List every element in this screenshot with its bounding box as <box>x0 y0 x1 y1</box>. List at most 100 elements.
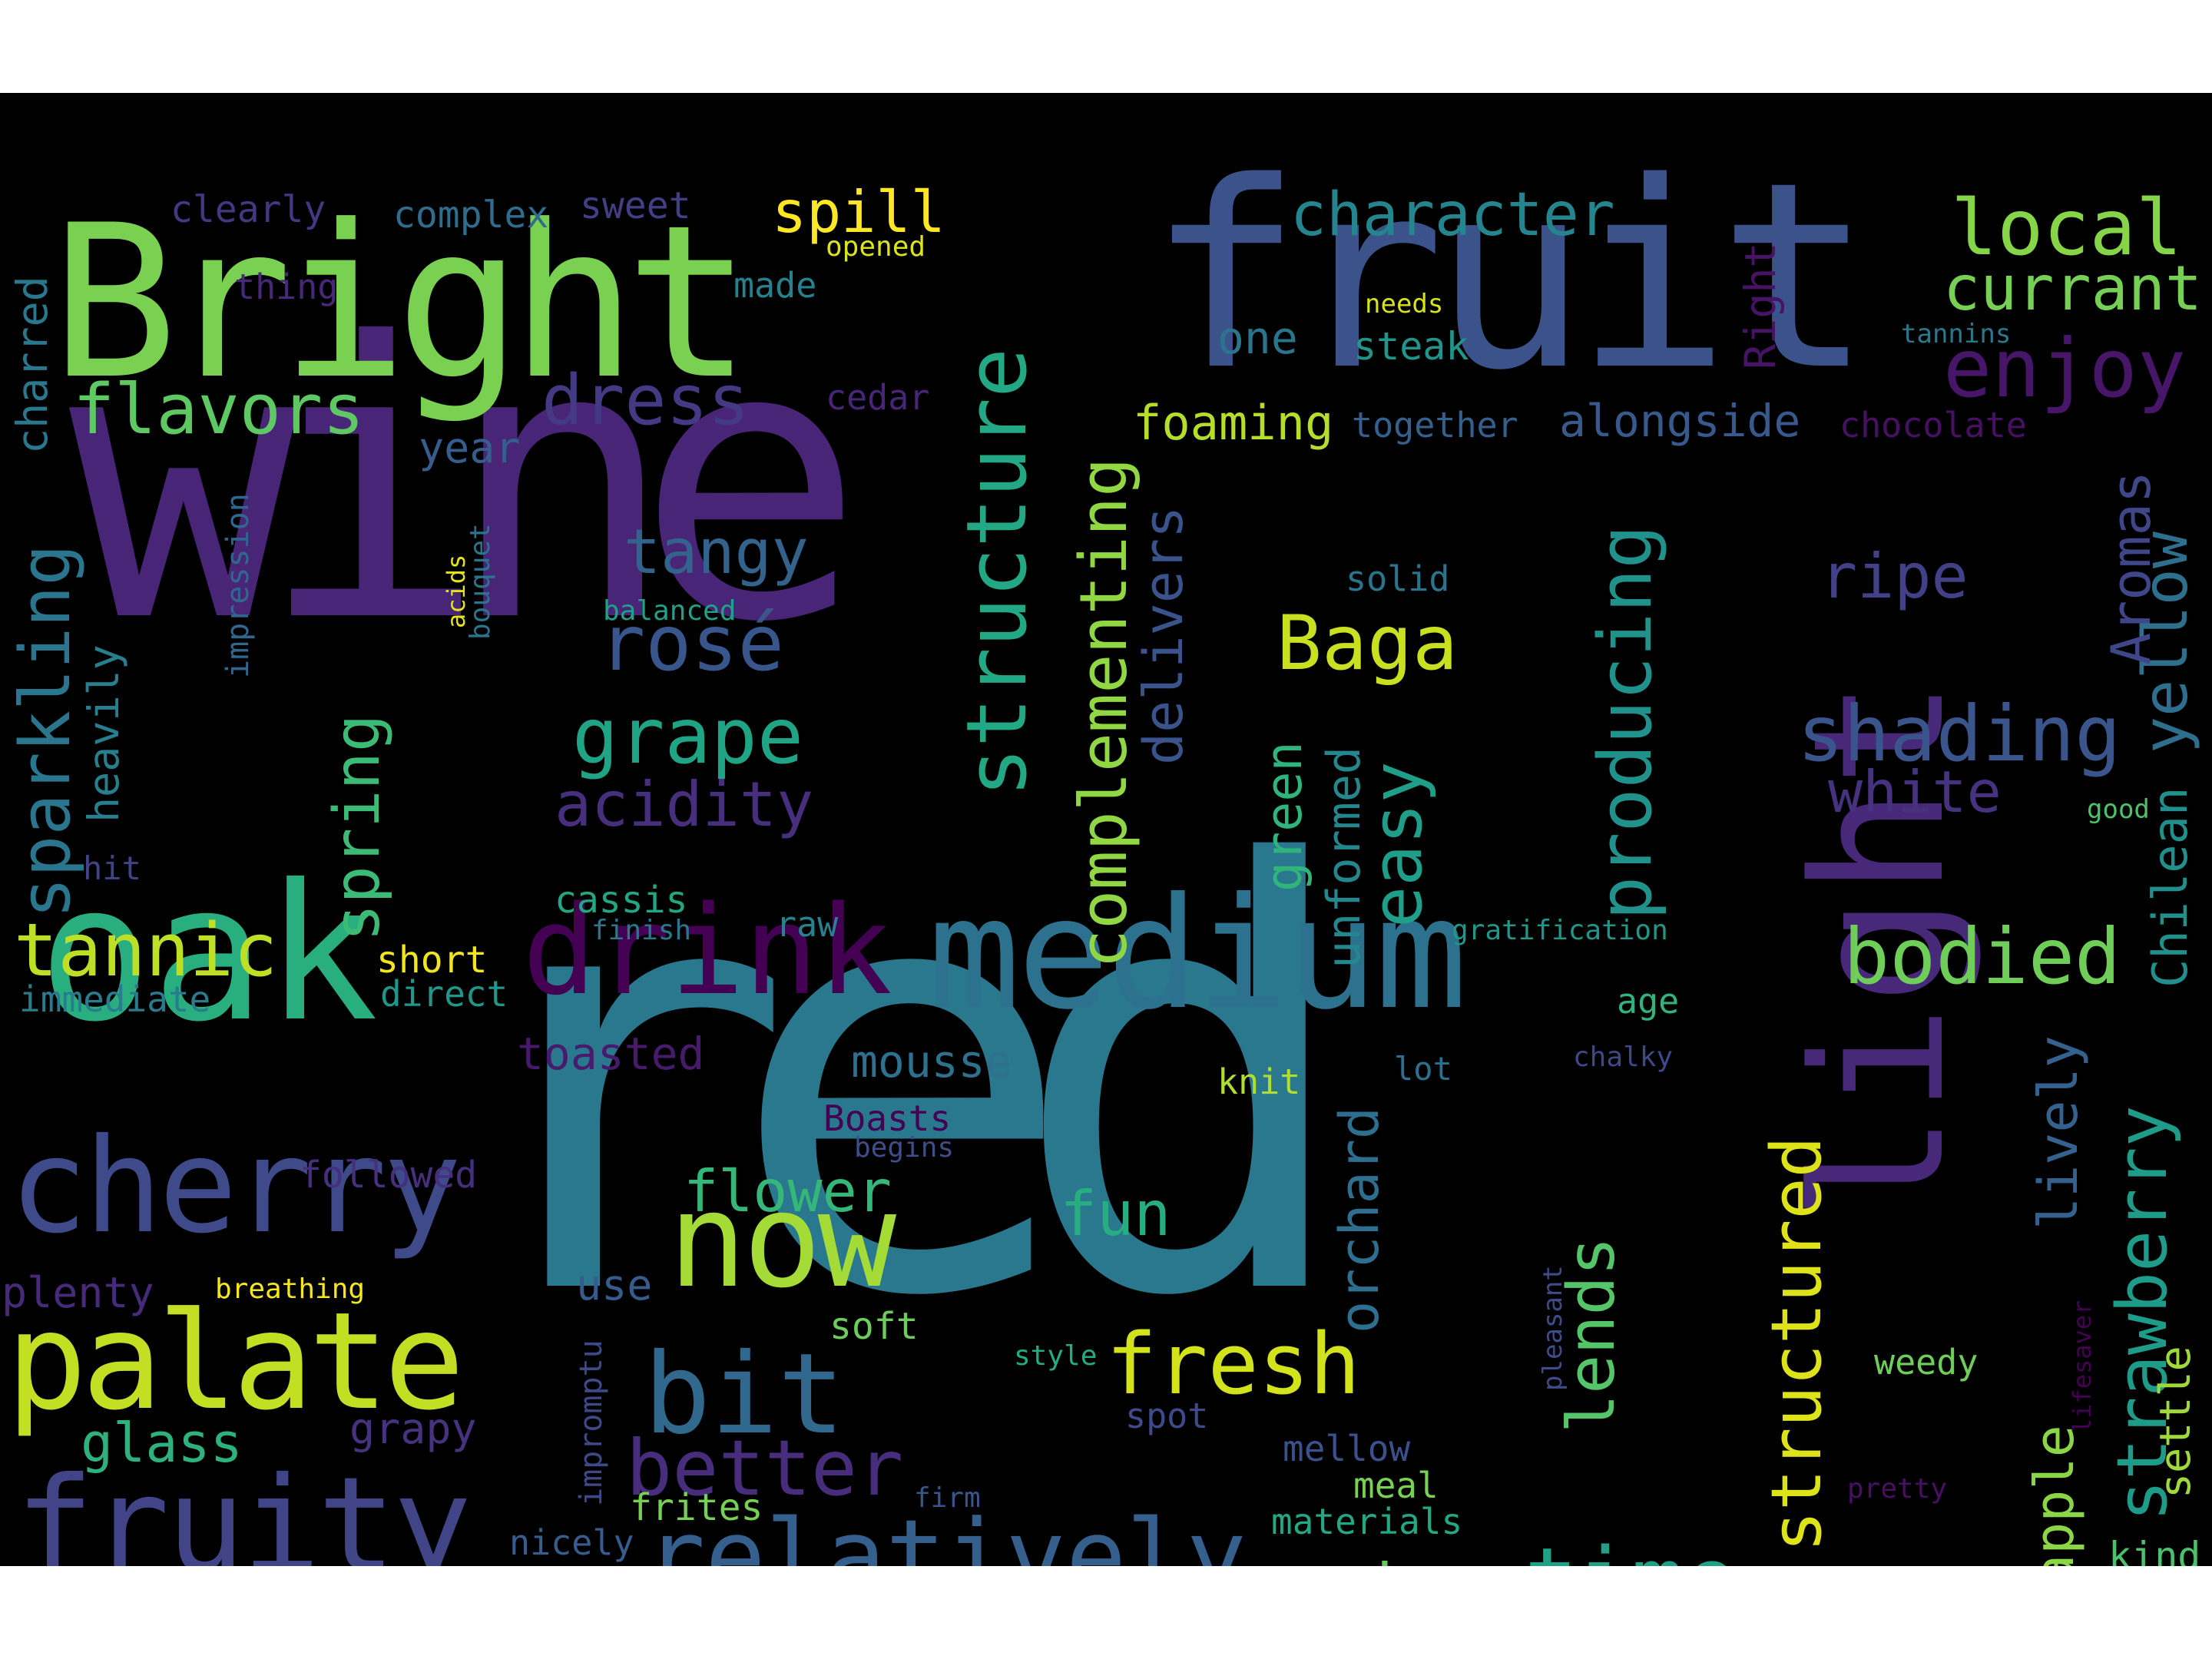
word-palate: palate <box>6 1284 465 1440</box>
word-gives: gives <box>1329 1556 1514 1567</box>
word-knit: knit <box>1217 1061 1301 1102</box>
word-pleasant: pleasant <box>1538 1265 1568 1391</box>
word-begins: begins <box>854 1132 955 1164</box>
word-green: green <box>1256 741 1313 892</box>
word-together: together <box>1352 405 1518 445</box>
word-character: character <box>1290 180 1615 250</box>
word-red: red <box>444 745 1360 1424</box>
word-bright: Bright <box>51 180 752 426</box>
word-now: now <box>668 1165 896 1317</box>
word-breathing: breathing <box>215 1273 366 1305</box>
word-white: white <box>1828 758 2002 826</box>
word-complementing: complementing <box>1066 457 1142 969</box>
word-drink: drink <box>522 879 892 1022</box>
word-lifesaver: lifesaver <box>2068 1300 2097 1433</box>
word-boasts: Boasts <box>823 1098 952 1139</box>
word-fruit: fruit <box>1147 127 1873 427</box>
word-bouquet: bouquet <box>465 523 496 640</box>
word-firm: firm <box>914 1482 981 1514</box>
word-balanced: balanced <box>603 595 737 627</box>
word-flavors: flavors <box>73 369 365 450</box>
word-foaming: foaming <box>1133 395 1334 451</box>
word-cloud: wine red fruit Bright oak medium drink l… <box>0 93 2212 1566</box>
word-fruity: fruity <box>15 1449 472 1566</box>
word-enjoy: enjoy <box>1943 322 2187 416</box>
word-cherry: cherry <box>9 1111 462 1263</box>
word-thing: thing <box>234 267 339 307</box>
word-chalky: chalky <box>1573 1041 1674 1073</box>
word-flower: flower <box>684 1157 892 1225</box>
word-structured: structured <box>1757 1136 1837 1552</box>
word-weedy: weedy <box>1874 1342 1979 1382</box>
word-sparkling: sparkling <box>5 544 86 919</box>
word-oak: oak <box>38 844 379 1063</box>
word-acidity: acidity <box>555 769 814 840</box>
word-solid: solid <box>1346 558 1450 599</box>
word-orchard: orchard <box>1328 1106 1391 1333</box>
word-materials: materials <box>1271 1501 1463 1542</box>
word-meal: meal <box>1353 1465 1439 1506</box>
word-mousse: mousse <box>851 1035 1012 1088</box>
word-unformed: unformed <box>1317 747 1371 969</box>
word-one: one <box>1217 312 1298 364</box>
word-chocolate: chocolate <box>1839 405 2027 445</box>
word-toasted: toasted <box>517 1028 705 1080</box>
word-spot: spot <box>1125 1396 1209 1436</box>
word-made: made <box>733 265 817 306</box>
word-ripe: ripe <box>1820 541 1969 612</box>
word-wine: wine <box>69 263 865 705</box>
word-delivers: delivers <box>1132 505 1195 765</box>
word-better: better <box>626 1423 904 1513</box>
word-time: time <box>1525 1537 1737 1567</box>
word-lively: lively <box>2027 1035 2090 1230</box>
word-chilean: Chilean <box>2142 786 2198 988</box>
word-spill: spill <box>772 178 945 246</box>
word-nicely: nicely <box>509 1522 634 1563</box>
word-tannic: tannic <box>14 909 278 993</box>
word-hit: hit <box>83 849 141 887</box>
word-lot: lot <box>1394 1050 1452 1088</box>
word-clearly: clearly <box>171 188 326 231</box>
word-cassis: cassis <box>555 879 688 922</box>
word-apple: apple <box>2023 1425 2086 1566</box>
word-frites: frites <box>630 1486 763 1529</box>
word-gratification: gratification <box>1452 915 1668 946</box>
word-mellow: mellow <box>1283 1428 1411 1469</box>
word-producing: producing <box>1584 525 1668 920</box>
word-fresh: fresh <box>1106 1315 1361 1413</box>
word-lends: lends <box>1554 1237 1630 1433</box>
word-aromas: Aromas <box>2100 471 2163 665</box>
word-currant: currant <box>1943 253 2203 324</box>
word-impromptu: impromptu <box>574 1339 609 1506</box>
word-dress: dress <box>541 360 750 441</box>
word-bodied: bodied <box>1843 912 2121 1002</box>
word-fun: fun <box>1060 1178 1171 1250</box>
word-grapy: grapy <box>349 1404 477 1453</box>
word-structure: structure <box>949 347 1045 797</box>
word-immediate: immediate <box>19 979 211 1020</box>
word-soft: soft <box>830 1305 919 1348</box>
word-local: local <box>1951 183 2183 273</box>
word-impression: impression <box>220 493 256 678</box>
word-followed: followed <box>300 1154 478 1197</box>
word-glass: glass <box>81 1412 243 1475</box>
word-steak: steak <box>1353 324 1469 369</box>
word-rose: rosé <box>599 598 784 688</box>
word-bit: bit <box>644 1330 845 1459</box>
word-sweet: sweet <box>580 184 691 227</box>
word-cedar: cedar <box>826 377 930 418</box>
word-needs: needs <box>1365 289 1444 320</box>
word-year: year <box>419 423 521 472</box>
word-age: age <box>1617 981 1680 1022</box>
word-tannins: tannins <box>1901 319 2012 349</box>
word-tangy: tangy <box>624 516 809 588</box>
word-shading: shading <box>1797 689 2121 779</box>
word-finish: finish <box>591 915 692 946</box>
word-kind: kind <box>2108 1534 2201 1566</box>
word-easy: easy <box>1357 761 1438 928</box>
word-pretty: pretty <box>1847 1473 1948 1505</box>
word-good: good <box>2087 794 2150 825</box>
word-style: style <box>1014 1340 1098 1372</box>
word-baga: Baga <box>1277 600 1459 687</box>
word-heavily: heavily <box>79 644 128 823</box>
